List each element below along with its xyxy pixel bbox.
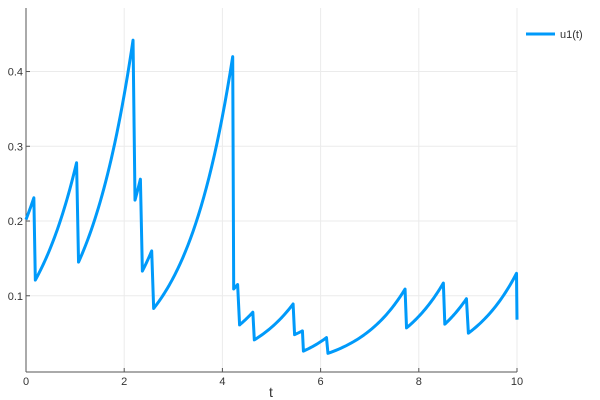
x-tick-label: 6 [318, 376, 324, 388]
legend: u1(t) [526, 29, 583, 41]
series-line-u1 [24, 38, 519, 355]
x-tick-label: 10 [511, 376, 523, 388]
legend-label: u1(t) [560, 29, 583, 41]
x-axis-label: t [269, 384, 273, 400]
series [24, 38, 519, 355]
ticks: 0 2 4 6 8 10 0.1 0.2 0.3 0.4 [8, 67, 523, 388]
y-tick-label: 0.2 [8, 216, 23, 228]
y-tick-label: 0.4 [8, 67, 23, 79]
grid [25, 8, 518, 372]
x-tick-label: 2 [121, 376, 127, 388]
x-tick-label: 4 [219, 376, 225, 388]
x-tick-label: 8 [416, 376, 422, 388]
y-tick-label: 0.3 [8, 141, 23, 153]
x-tick-label: 0 [23, 376, 29, 388]
y-tick-label: 0.1 [8, 291, 23, 303]
